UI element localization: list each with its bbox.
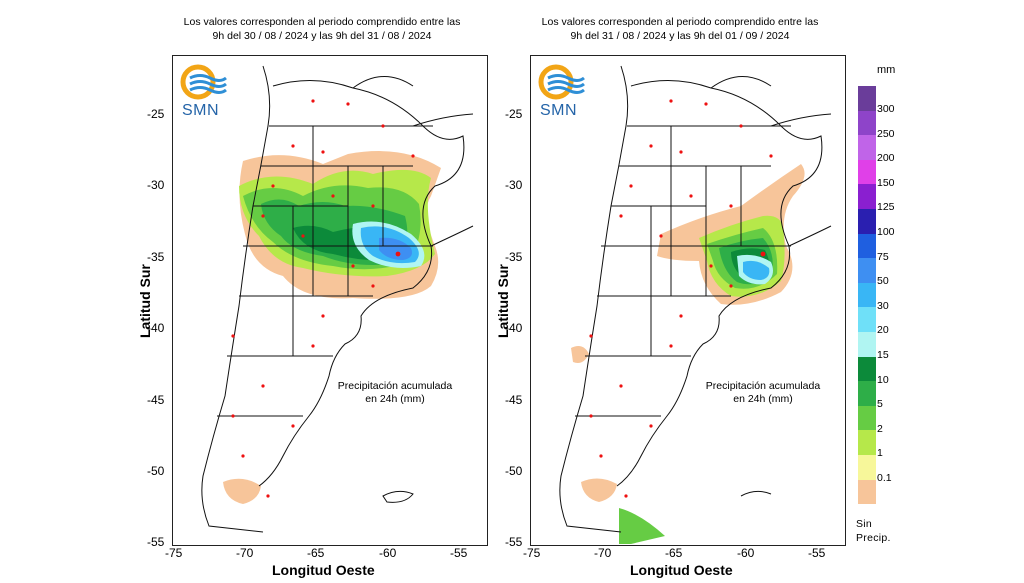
left-map-svg [201,65,474,533]
right-boundaries [559,65,832,533]
legend-swatch [858,86,876,112]
right-title-line1: Los valores corresponden al periodo comp… [541,16,819,28]
legend-swatch [858,307,876,333]
legend-label: 200 [877,152,895,165]
legend-label: 5 [877,398,883,411]
right-ytick: -45 [505,393,523,407]
right-ytick: -25 [505,107,523,121]
left-panel-title: Los valores corresponden al periodo comp… [152,15,492,43]
right-y-axis-title: Latitud Sur [495,264,511,338]
legend-swatch [858,159,876,185]
left-xtick: -65 [307,546,325,560]
left-ytick: -25 [147,107,165,121]
right-logo-text: SMN [540,102,578,119]
left-ytick: -45 [147,393,165,407]
legend-label: 15 [877,349,889,361]
legend-label: 30 [877,299,889,312]
legend-label: 20 [877,324,889,337]
left-note-line2: en 24h (mm) [365,393,425,405]
legend-no-precip-line1: Sin [856,518,873,530]
legend-swatch [858,455,876,481]
left-ytick: -55 [147,535,165,549]
left-smn-logo: SMN [180,64,230,124]
right-map-note: Precipitación acumulada en 24h (mm) [693,380,833,406]
right-note-line1: Precipitación acumulada [705,380,821,392]
left-map-note: Precipitación acumulada en 24h (mm) [325,380,465,406]
legend-swatch [858,381,876,407]
left-note-line1: Precipitación acumulada [337,380,453,392]
left-ytick: -40 [147,321,165,335]
legend-label: 250 [877,127,895,140]
legend-no-precip-label: Sin Precip. [856,517,891,545]
legend-swatch [858,430,876,456]
left-xtick: -60 [379,546,397,560]
left-xtick: -55 [450,546,468,560]
right-ytick: -30 [505,178,523,192]
legend-swatch [858,356,876,382]
left-x-axis-title: Longitud Oeste [272,562,375,578]
left-map [172,55,488,546]
legend-label: 50 [877,275,889,288]
legend-swatch [858,282,876,308]
left-ytick: -35 [147,250,165,264]
legend-swatch [858,135,876,161]
legend-label: 100 [877,226,895,238]
legend-unit: mm [877,64,896,76]
legend-swatch [858,405,876,431]
right-map-svg [559,65,832,544]
legend-label: 150 [877,176,895,189]
right-xtick: -65 [665,546,683,560]
left-stations [231,99,415,498]
legend-swatch [858,332,876,358]
legend-swatch [858,233,876,259]
right-ytick: -55 [505,535,523,549]
left-xtick: -75 [165,546,183,560]
legend-swatch [858,258,876,284]
right-precip-field [571,164,805,544]
right-map [530,55,846,546]
right-xtick: -60 [737,546,755,560]
legend-swatch [858,209,876,235]
legend-label: 0.1 [877,472,892,484]
legend-label: 125 [877,201,895,214]
legend-label: 10 [877,373,889,386]
right-xtick: -55 [808,546,826,560]
legend-no-precip-line2: Precip. [856,532,891,544]
right-note-line2: en 24h (mm) [733,393,793,405]
left-title-line2: 9h del 30 / 08 / 2024 y las 9h del 31 / … [212,30,432,42]
right-title-line2: 9h del 31 / 08 / 2024 y las 9h del 01 / … [570,30,790,42]
smn-sun-waves-icon [538,64,585,100]
right-xtick: -75 [523,546,541,560]
smn-sun-waves-icon [180,64,227,100]
left-precip-field [223,151,441,504]
left-xtick: -70 [236,546,254,560]
legend-color-bar [858,86,876,505]
left-boundaries [201,65,474,533]
left-ytick: -30 [147,178,165,192]
legend-label: 75 [877,250,889,263]
legend-label: 1 [877,447,883,460]
right-ytick: -50 [505,464,523,478]
right-ytick: -40 [505,321,523,335]
left-y-axis-title: Latitud Sur [137,264,153,338]
left-title-line1: Los valores corresponden al periodo comp… [183,16,461,28]
right-stations [589,99,773,498]
left-ytick: -50 [147,464,165,478]
right-ytick: -35 [505,250,523,264]
right-panel-title: Los valores corresponden al periodo comp… [510,15,850,43]
legend-label: 2 [877,422,883,435]
left-logo-text: SMN [182,102,220,119]
right-xtick: -70 [594,546,612,560]
legend-label: 300 [877,103,895,115]
legend-swatch [858,184,876,210]
right-smn-logo: SMN [538,64,588,124]
legend-swatch-no-precip [858,479,876,505]
legend-swatch [858,110,876,136]
right-x-axis-title: Longitud Oeste [630,562,733,578]
